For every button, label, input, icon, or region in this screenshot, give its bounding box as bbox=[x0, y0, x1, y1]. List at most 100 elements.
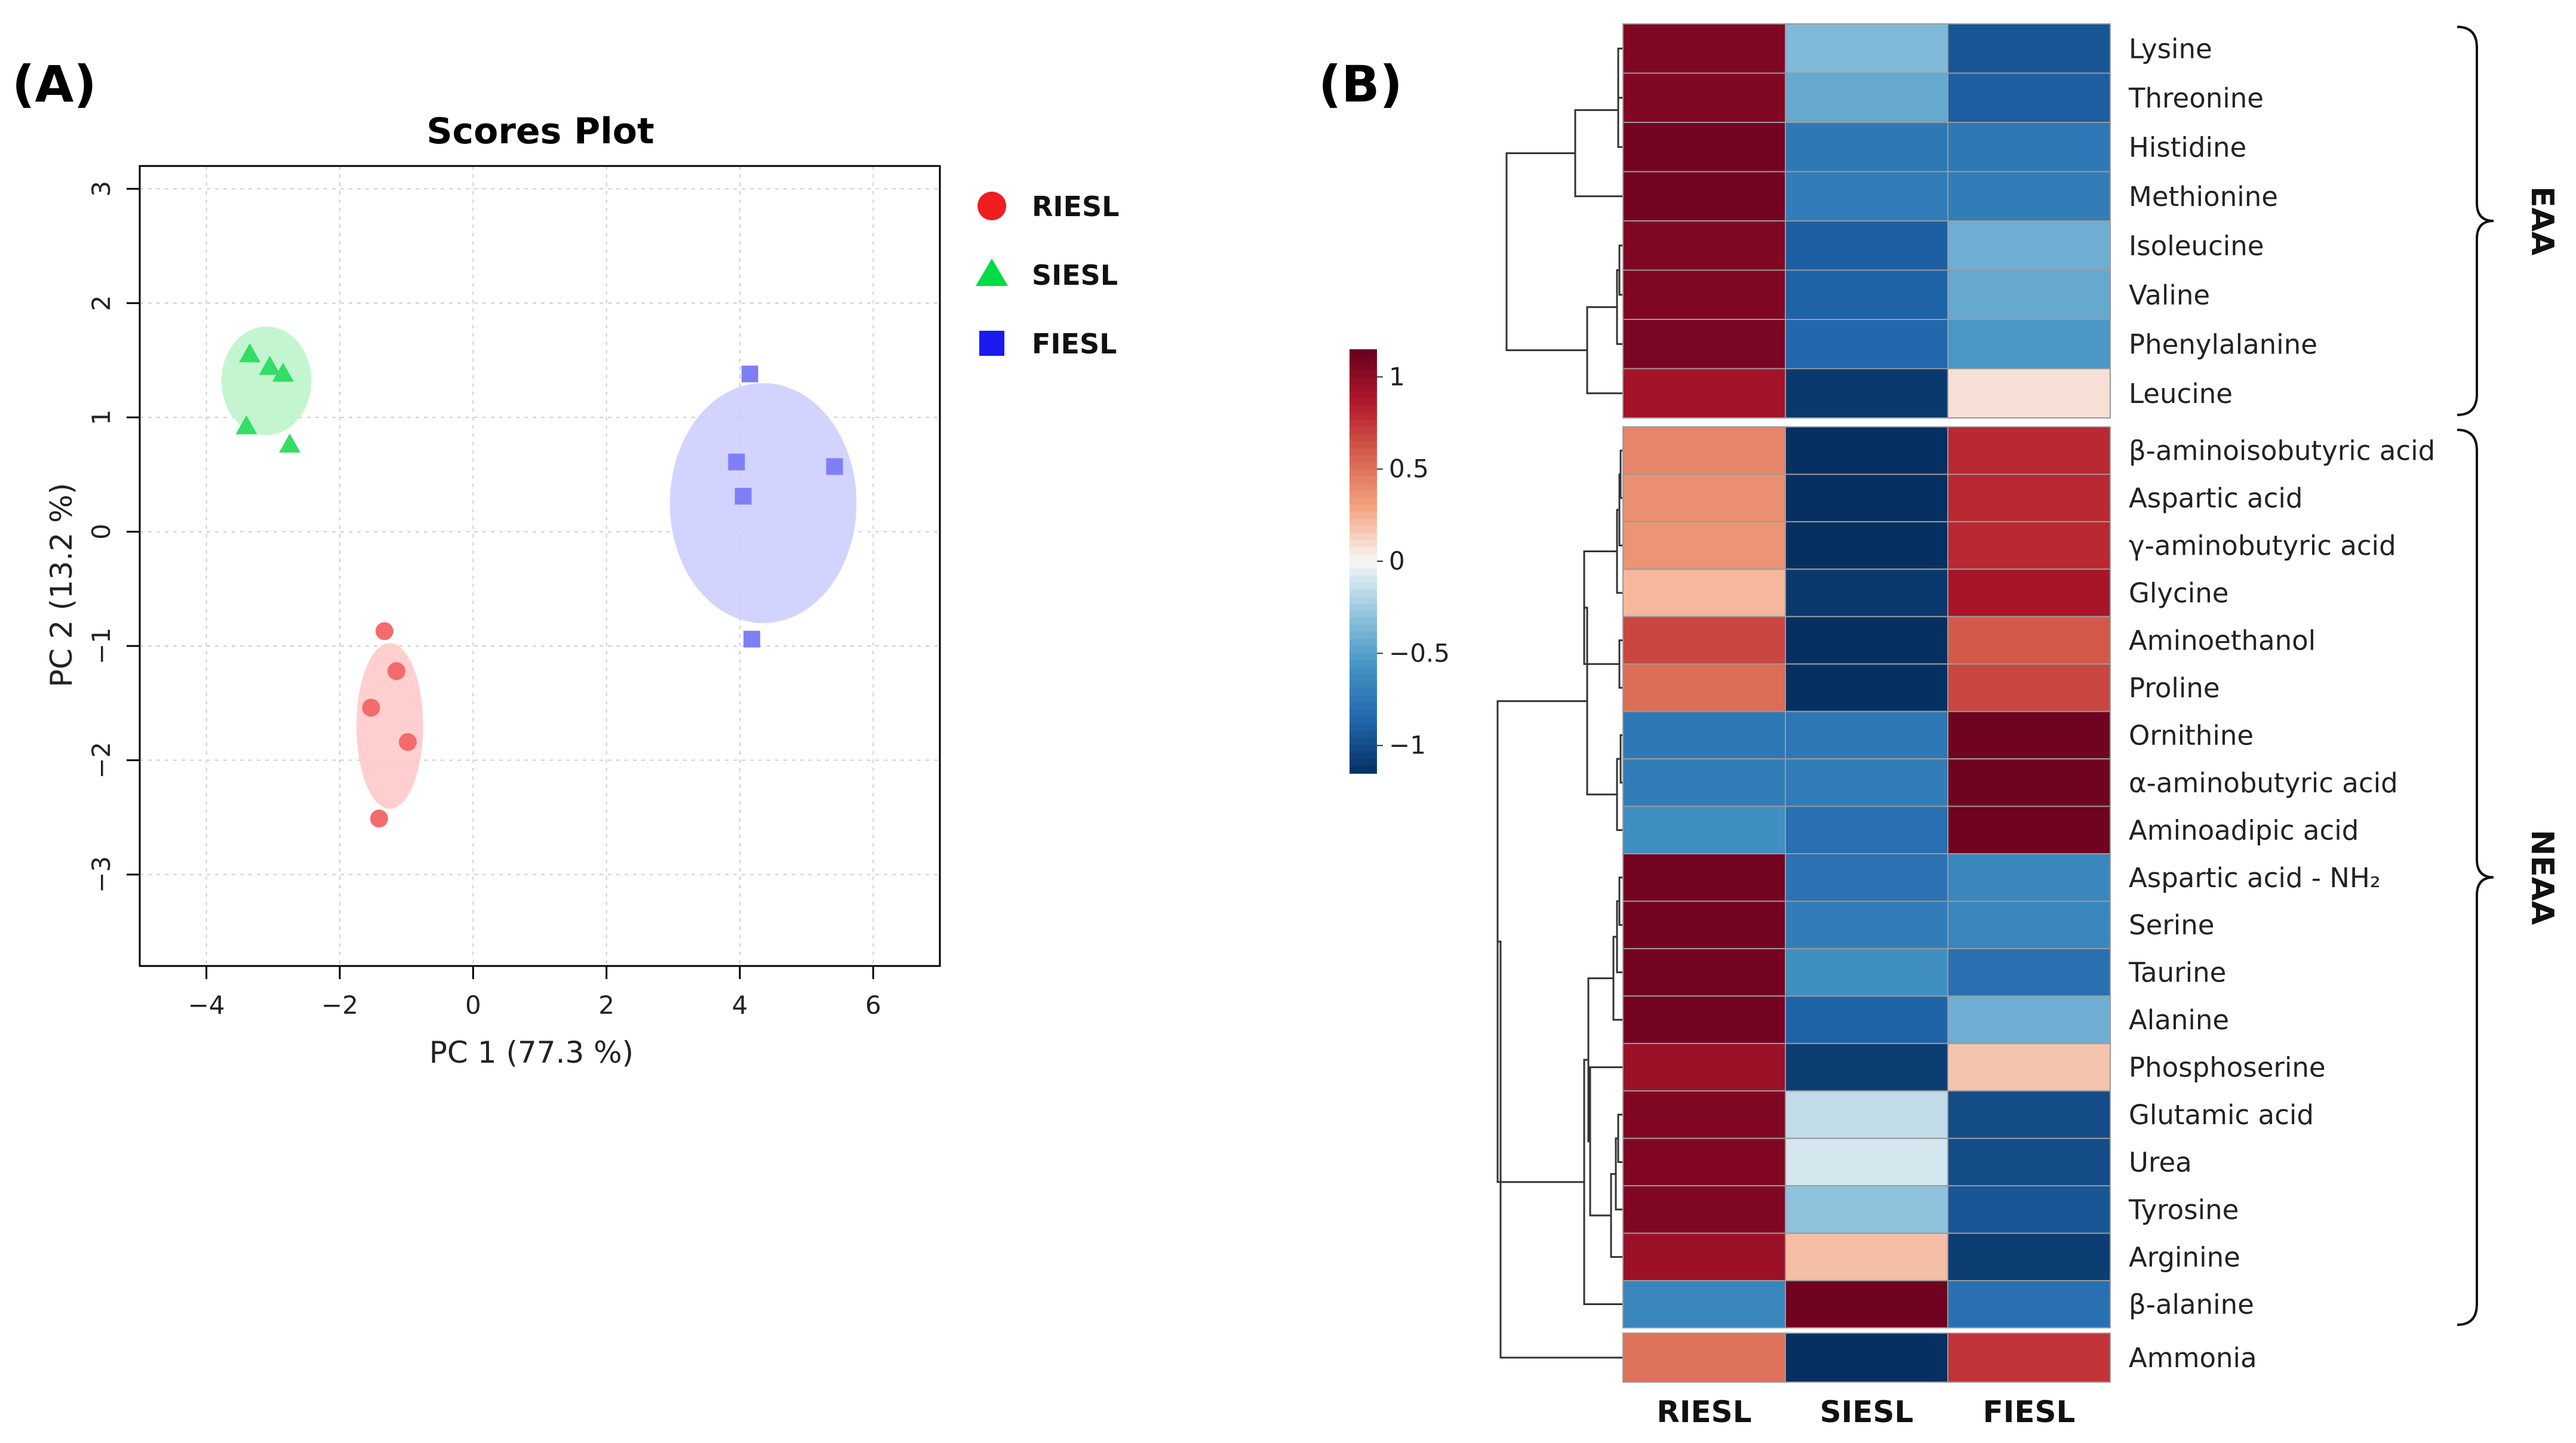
color-scale-tick-label: −0.5 bbox=[1389, 638, 1450, 667]
color-scale-segment bbox=[1350, 469, 1377, 477]
panel-label-a: (A) bbox=[12, 55, 97, 113]
row-label: β-alanine bbox=[2129, 1289, 2254, 1321]
dendrogram-link bbox=[1583, 550, 1619, 665]
row-label: Tyrosine bbox=[2128, 1194, 2239, 1226]
heatmap-cell bbox=[1947, 1232, 2111, 1282]
heatmap-cell bbox=[1785, 1232, 1948, 1282]
heatmap-cell bbox=[1785, 319, 1948, 370]
color-scale-tick-label: 0 bbox=[1389, 546, 1405, 576]
heatmap-cell bbox=[1785, 521, 1948, 570]
row-label: Valine bbox=[2129, 279, 2210, 311]
row-dendrogram bbox=[1496, 47, 1623, 1359]
point-riesl bbox=[370, 810, 388, 828]
color-scale-segment bbox=[1350, 476, 1377, 484]
heatmap-cell bbox=[1622, 368, 1786, 419]
heatmap-cell bbox=[1785, 1042, 1948, 1092]
heatmap-cell bbox=[1622, 663, 1786, 712]
group-bracket-eaa bbox=[2457, 26, 2494, 416]
y-tick-label: 3 bbox=[87, 181, 116, 197]
heatmap-cell bbox=[1947, 616, 2111, 665]
color-scale-segment bbox=[1350, 561, 1377, 569]
color-scale-segment bbox=[1350, 533, 1377, 541]
color-scale-segment bbox=[1350, 455, 1377, 463]
color-scale-segment bbox=[1350, 540, 1377, 548]
heatmap-cell bbox=[1622, 269, 1786, 320]
x-tick-label: 2 bbox=[598, 990, 614, 1020]
color-scale-segment bbox=[1350, 646, 1377, 654]
heatmap-cell bbox=[1947, 710, 2111, 760]
heatmap-cell bbox=[1622, 995, 1786, 1044]
heatmap-cell bbox=[1785, 805, 1948, 855]
heatmap-cell bbox=[1622, 805, 1786, 855]
scores-plot-title: Scores Plot bbox=[426, 110, 654, 152]
scores-plot-panel: (A) Scores Plot −4 −2 0 2 4 6 −3 −2 −1 0 1 2 3 PC 1… bbox=[12, 55, 1119, 1070]
heatmap-cell bbox=[1947, 269, 2111, 320]
color-scale-segment bbox=[1350, 483, 1377, 491]
column-labels: RIESL SIESL FIESL bbox=[1656, 1395, 2075, 1429]
confidence-ellipse-riesl bbox=[356, 643, 423, 809]
row-label: Serine bbox=[2129, 909, 2214, 941]
heatmap-cell bbox=[1785, 1280, 1948, 1329]
heatmap-cell bbox=[1785, 758, 1948, 807]
legend-marker-siesl bbox=[976, 259, 1008, 286]
color-scale-tick-label: 0.5 bbox=[1389, 454, 1429, 484]
row-label: Histidine bbox=[2129, 131, 2246, 163]
color-scale-segment bbox=[1350, 377, 1377, 386]
row-label: Aspartic acid bbox=[2129, 482, 2303, 514]
heatmap-cell bbox=[1947, 568, 2111, 617]
color-scale-segment bbox=[1350, 731, 1377, 739]
dendrogram-link bbox=[1587, 977, 1613, 1143]
y-tick-label: −1 bbox=[87, 627, 116, 664]
heatmap-cell bbox=[1947, 947, 2111, 997]
color-scale-segment bbox=[1350, 434, 1377, 442]
heatmap-cell bbox=[1622, 521, 1786, 570]
point-fiesl bbox=[741, 365, 758, 383]
color-scale-segment bbox=[1350, 349, 1377, 357]
legend-label-siesl: SIESL bbox=[1032, 259, 1118, 291]
color-scale-segment bbox=[1350, 639, 1377, 647]
heatmap-cell bbox=[1785, 1185, 1948, 1234]
heatmap-cell bbox=[1947, 521, 2111, 570]
row-label: Proline bbox=[2129, 672, 2220, 704]
dendrogram-link bbox=[1496, 700, 1587, 1183]
y-tick-label: 2 bbox=[87, 295, 116, 311]
y-tick-label: −2 bbox=[87, 742, 116, 779]
heatmap-cell bbox=[1622, 616, 1786, 665]
point-siesl bbox=[239, 343, 261, 362]
color-scale-segment bbox=[1350, 405, 1377, 414]
heatmap-cell bbox=[1947, 663, 2111, 712]
group-bracket-neaa bbox=[2457, 429, 2494, 1326]
color-scale-segment bbox=[1350, 420, 1377, 428]
heatmap-cell bbox=[1622, 1280, 1786, 1329]
x-tick-label: 0 bbox=[465, 990, 481, 1020]
dendrogram-link bbox=[1615, 1137, 1623, 1211]
panel-label-b: (B) bbox=[1318, 55, 1403, 113]
heatmap-cell bbox=[1947, 1185, 2111, 1234]
dendrogram-link bbox=[1505, 152, 1587, 352]
heatmap-cell bbox=[1622, 426, 1786, 475]
heatmap-cell bbox=[1622, 473, 1786, 522]
column-label: FIESL bbox=[1983, 1395, 2076, 1429]
confidence-ellipse-fiesl bbox=[669, 383, 857, 623]
color-scale-segment bbox=[1350, 525, 1377, 534]
color-scale-segment bbox=[1350, 413, 1377, 421]
color-scale-segment bbox=[1350, 370, 1377, 379]
heatmap-cell bbox=[1785, 947, 1948, 997]
color-scale-segment bbox=[1350, 724, 1377, 731]
dendrogram-link bbox=[1617, 1113, 1623, 1163]
point-riesl bbox=[387, 662, 405, 681]
legend-label-fiesl: FIESL bbox=[1032, 328, 1117, 360]
color-scale-segment bbox=[1350, 363, 1377, 371]
row-label: γ-aminobutyric acid bbox=[2129, 530, 2396, 562]
heatmap-cell bbox=[1622, 1090, 1786, 1139]
heatmap-cell bbox=[1785, 122, 1948, 173]
color-scale-bar: 1 0.5 0 −0.5 −1 bbox=[1350, 349, 1450, 774]
color-scale-segment bbox=[1350, 702, 1377, 710]
color-scale-segment bbox=[1350, 519, 1377, 527]
x-tick-label: 6 bbox=[865, 990, 881, 1020]
point-fiesl bbox=[734, 488, 752, 505]
heatmap-cell bbox=[1947, 319, 2111, 370]
color-scale-segment bbox=[1350, 695, 1377, 703]
color-scale-segment bbox=[1350, 392, 1377, 399]
